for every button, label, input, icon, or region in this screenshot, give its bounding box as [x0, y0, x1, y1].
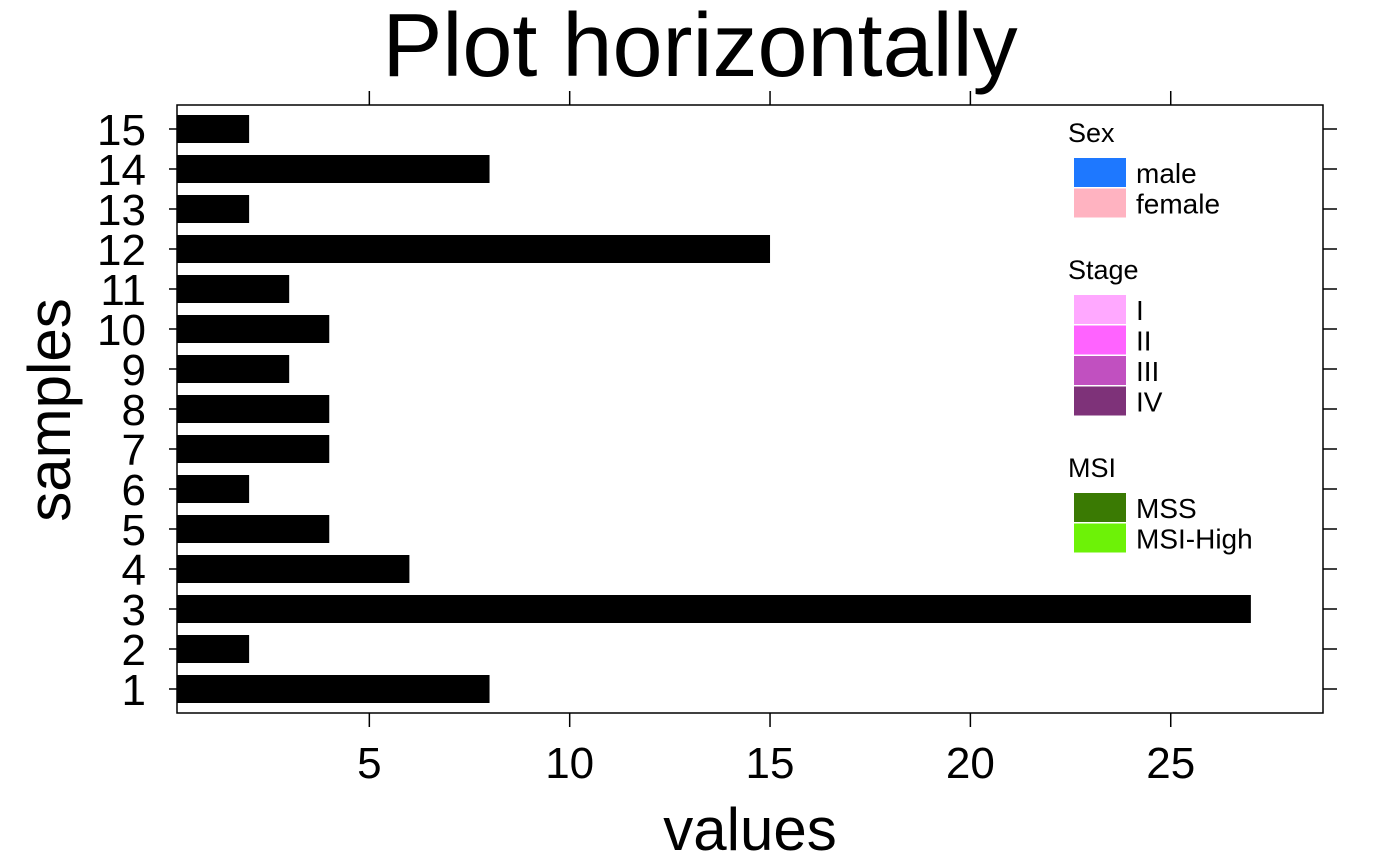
bars-group: [177, 115, 1251, 703]
bar-sample-7: [177, 435, 330, 463]
legend-swatch: [1074, 158, 1126, 187]
y-tick-label: 12: [97, 226, 146, 275]
legend-label: MSS: [1136, 493, 1197, 524]
legend-swatch: [1074, 325, 1126, 355]
y-tick-label: 9: [122, 346, 146, 395]
bar-sample-13: [177, 195, 250, 223]
y-tick-label: 3: [122, 586, 146, 635]
y-tick-label: 11: [100, 266, 146, 315]
legend-label: MSI-High: [1136, 524, 1253, 555]
x-axis-label: values: [663, 796, 836, 863]
bar-sample-1: [177, 675, 490, 703]
y-tick-label: 5: [122, 506, 146, 555]
y-tick-label: 15: [97, 106, 146, 155]
legend-swatch: [1074, 493, 1126, 522]
legend-label: female: [1136, 189, 1220, 220]
x-tick-label: 20: [946, 739, 995, 788]
y-tick-label: 7: [122, 426, 146, 475]
y-tick-label: 10: [97, 306, 146, 355]
legend-label: I: [1136, 295, 1144, 326]
plot-frame: [176, 104, 1324, 714]
y-tick-label: 4: [122, 546, 146, 595]
legend-swatch: [1074, 523, 1126, 553]
legend-label: II: [1136, 326, 1152, 357]
bar-sample-5: [177, 515, 330, 543]
legend-swatch: [1074, 188, 1126, 218]
x-tick-label: 10: [545, 739, 594, 788]
legend-label: III: [1136, 356, 1159, 387]
y-tick-label: 6: [122, 466, 146, 515]
legend-title: Stage: [1068, 255, 1139, 285]
y-tick-label: 2: [122, 626, 146, 675]
bar-sample-2: [177, 635, 250, 663]
y-tick-label: 14: [97, 146, 146, 195]
legend-label: male: [1136, 158, 1197, 189]
bar-sample-11: [177, 275, 290, 303]
legend-title: Sex: [1068, 118, 1115, 148]
y-tick-label: 8: [122, 386, 146, 435]
legend-label: IV: [1136, 387, 1163, 418]
chart-title: Plot horizontally: [382, 0, 1017, 96]
bar-sample-14: [177, 155, 490, 183]
x-tick-label: 5: [357, 739, 381, 788]
bar-sample-12: [177, 235, 771, 263]
y-axis-label: samples: [16, 298, 83, 521]
legend-swatch: [1074, 386, 1126, 416]
legend-title: MSI: [1068, 453, 1116, 483]
x-tick-label: 25: [1146, 739, 1195, 788]
legend-swatch: [1074, 356, 1126, 385]
bar-sample-3: [177, 595, 1251, 623]
bar-sample-10: [177, 315, 330, 343]
bar-sample-6: [177, 475, 250, 503]
bar-sample-4: [177, 555, 410, 583]
bar-sample-9: [177, 355, 290, 383]
bar-sample-8: [177, 395, 330, 423]
y-tick-label: 13: [97, 186, 146, 235]
bar-sample-15: [177, 115, 250, 143]
y-tick-label: 1: [122, 666, 146, 715]
legend-swatch: [1074, 295, 1126, 324]
x-tick-label: 15: [746, 739, 795, 788]
